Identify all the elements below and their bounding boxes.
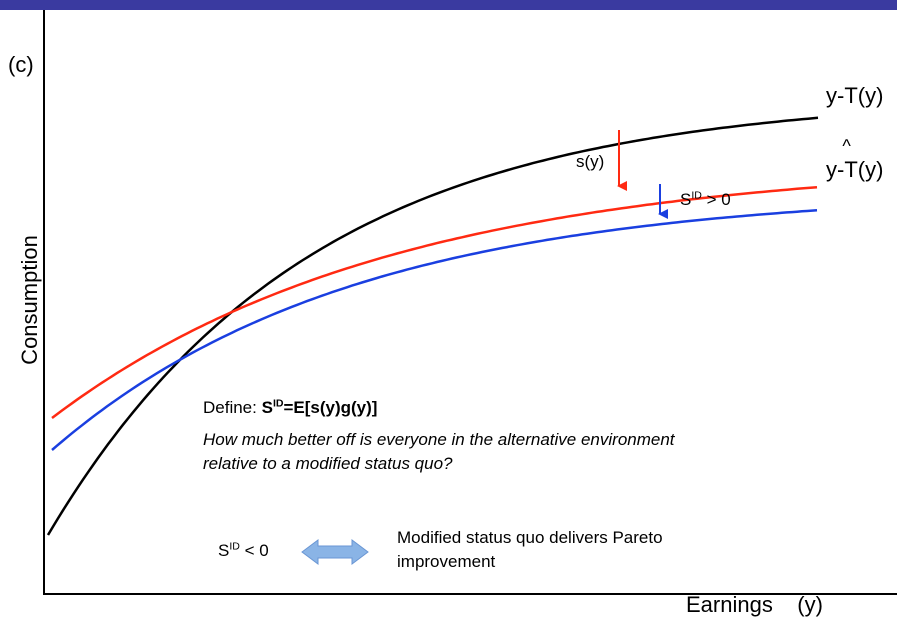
curve-alternative-tax xyxy=(51,185,818,419)
x-axis-label-main: Earnings xyxy=(686,592,773,617)
sid-neg-sup: ID xyxy=(229,540,240,553)
curve-actual-tax xyxy=(46,116,819,536)
pareto-statement: Modified status quo delivers Pareto impr… xyxy=(397,528,663,571)
double-arrow-icon xyxy=(301,539,369,565)
curve-label-alt-prefix: y- xyxy=(826,157,845,182)
sid-pos-rest: > 0 xyxy=(701,190,731,209)
curve-label-alt-suffix: (y) xyxy=(857,157,884,182)
sid-neg-base: S xyxy=(218,541,230,560)
curve-modified-status-quo xyxy=(51,209,818,451)
sid-neg-rest: < 0 xyxy=(239,541,269,560)
x-axis-label-var: (y) xyxy=(797,592,823,617)
definition-line: Define: SID=E[s(y)g(y)] xyxy=(203,398,377,418)
title-bar xyxy=(0,0,897,10)
curve-label-alternative: y-T ^ (y) xyxy=(826,137,884,183)
sid-pos-base: S xyxy=(680,190,692,209)
definition-base: S xyxy=(261,398,273,417)
y-axis-label: Consumption xyxy=(17,235,42,365)
sid-negative-label: SID < 0 xyxy=(218,541,269,561)
definition-rest: =E[s(y)g(y)] xyxy=(283,398,378,417)
panel-label: (c) xyxy=(8,52,34,77)
definition-prefix: Define: xyxy=(203,398,262,417)
definition-sup: ID xyxy=(272,397,284,410)
curve-label-alt-T: T ^ xyxy=(842,137,858,183)
curve-label-alt-letter: T xyxy=(844,157,858,182)
sid-pos-sup: ID xyxy=(691,189,702,202)
definition-question: How much better off is everyone in the a… xyxy=(203,430,675,473)
definition-formula: SID=E[s(y)g(y)] xyxy=(262,398,378,417)
sid-positive-label: SID > 0 xyxy=(680,190,731,210)
x-axis-label: Earnings (y) xyxy=(686,592,823,618)
hat-mark: ^ xyxy=(842,136,851,156)
s-arrow-label: s(y) xyxy=(576,152,605,171)
curve-label-actual: y-T(y) xyxy=(826,83,884,108)
